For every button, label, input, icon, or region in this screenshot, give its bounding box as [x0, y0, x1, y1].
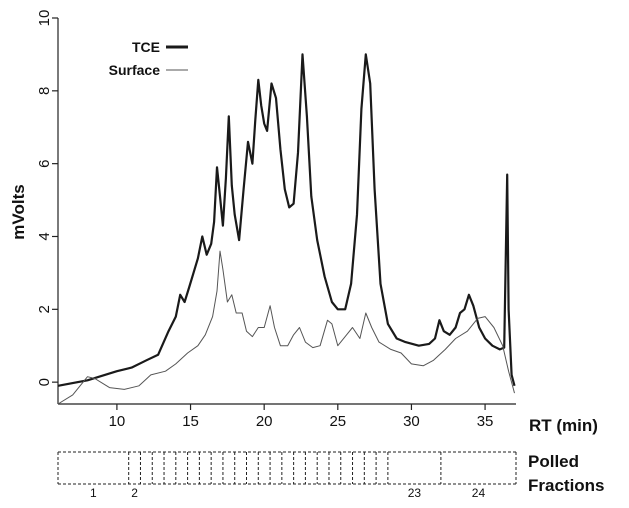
fraction-number: 24 — [472, 486, 486, 500]
y-ticks: 0 2 4 6 8 10 — [36, 10, 58, 386]
fractions-label-line1: Polled — [528, 452, 579, 471]
y-axis-label: mVolts — [9, 184, 28, 239]
fraction-number: 2 — [131, 486, 138, 500]
x-tick-label: 10 — [109, 413, 126, 430]
series-line-tce — [57, 53, 516, 387]
legend-label-tce: TCE — [132, 39, 160, 55]
y-tick-label: 4 — [36, 232, 53, 240]
series-layer — [57, 53, 516, 405]
y-tick-label: 2 — [36, 305, 53, 313]
plot-frame — [57, 18, 516, 405]
y-tick-label: 6 — [36, 159, 53, 167]
x-tick-label: 35 — [477, 413, 494, 430]
x-axis-label: RT (min) — [529, 416, 598, 435]
x-tick-label: 20 — [256, 413, 273, 430]
x-tick-label: 25 — [329, 413, 346, 430]
series-line-surface — [57, 250, 515, 405]
x-ticks: 10 15 20 25 30 35 — [109, 404, 494, 430]
polled-fractions-bar: 1 2 23 24 — [57, 451, 517, 500]
fraction-number: 23 — [408, 486, 422, 500]
y-tick-label: 8 — [36, 87, 53, 95]
y-tick-label: 0 — [36, 378, 53, 386]
y-tick-label: 10 — [36, 10, 53, 27]
fractions-label-line2: Fractions — [528, 476, 605, 495]
legend: TCE Surface — [109, 39, 188, 78]
legend-label-surface: Surface — [109, 62, 161, 78]
x-tick-label: 30 — [403, 413, 420, 430]
x-tick-label: 15 — [182, 413, 199, 430]
fraction-number: 1 — [90, 486, 97, 500]
